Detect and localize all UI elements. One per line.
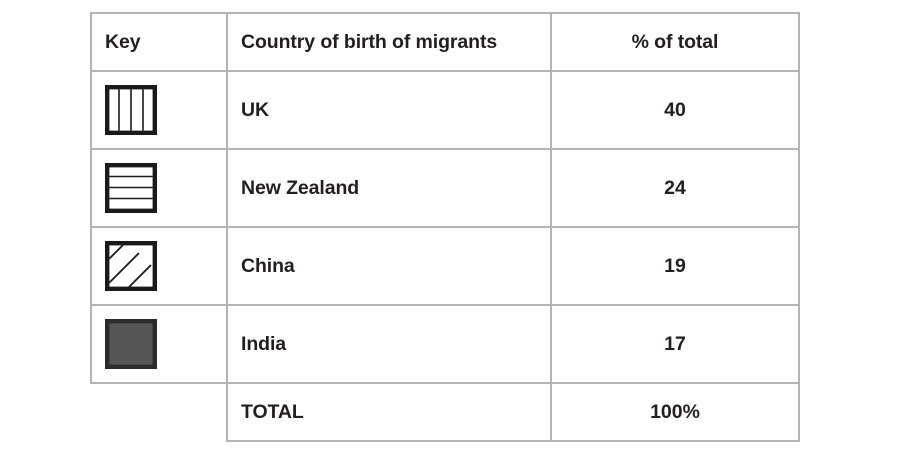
table-total-row: TOTAL 100% [91,382,800,442]
migrants-key-table: Key Country of birth of migrants % of to… [90,12,800,442]
percent-value: 40 [550,70,800,150]
key-swatch-cell [90,70,228,150]
country-name: New Zealand [226,148,552,228]
percent-value: 19 [550,226,800,306]
vertical-stripes-swatch-icon [105,85,157,135]
table-header-row: Key Country of birth of migrants % of to… [90,12,800,72]
table-row: China 19 [90,226,800,306]
column-header-key: Key [90,12,228,72]
column-header-percent: % of total [550,12,800,72]
table-row: New Zealand 24 [90,148,800,228]
table-row: UK 40 [90,70,800,150]
column-header-country: Country of birth of migrants [226,12,552,72]
country-name: China [226,226,552,306]
total-row-empty-key-cell [91,383,227,441]
diagonal-hatch-swatch-icon [105,241,157,291]
total-label: TOTAL [226,382,552,442]
country-name: UK [226,70,552,150]
percent-value: 24 [550,148,800,228]
key-swatch-cell [90,226,228,306]
key-swatch-cell [90,148,228,228]
table-row: India 17 [90,304,800,384]
solid-fill-swatch-icon [105,319,157,369]
horizontal-stripes-swatch-icon [105,163,157,213]
key-swatch-cell [90,304,228,384]
total-percent: 100% [550,382,800,442]
percent-value: 17 [550,304,800,384]
country-name: India [226,304,552,384]
